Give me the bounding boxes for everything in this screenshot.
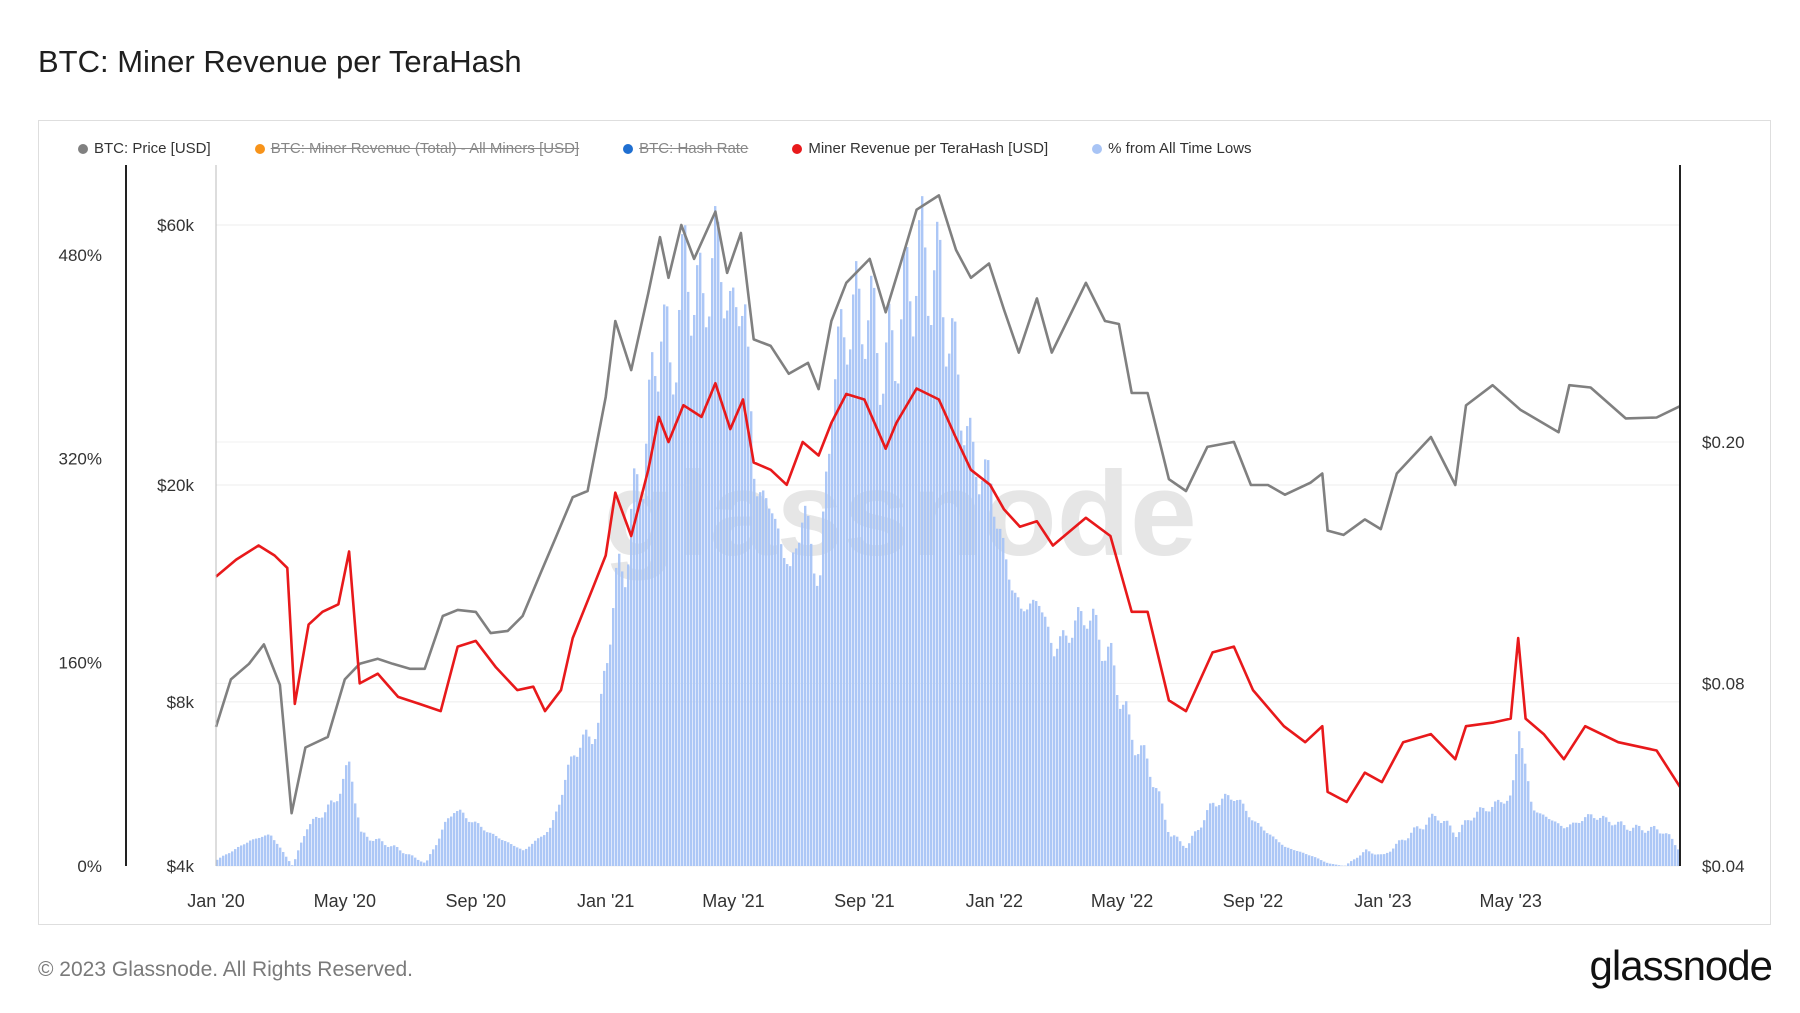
- legend-label: BTC: Hash Rate: [639, 140, 749, 157]
- legend-item[interactable]: BTC: Hash Rate: [623, 140, 748, 157]
- legend-dot-icon: [254, 143, 265, 154]
- chart-card: [38, 120, 1771, 925]
- legend-item[interactable]: BTC: Miner Revenue (Total) - All Miners …: [254, 140, 580, 157]
- legend-label: % from All Time Lows: [1108, 140, 1252, 157]
- legend-dot-icon: [1092, 143, 1103, 154]
- legend-item[interactable]: % from All Time Lows: [1092, 140, 1252, 157]
- legend-label: BTC: Miner Revenue (Total) - All Miners …: [270, 140, 580, 157]
- legend-label: BTC: Price [USD]: [94, 140, 211, 157]
- legend-item[interactable]: Miner Revenue per TeraHash [USD]: [792, 140, 1048, 157]
- legend-item[interactable]: BTC: Price [USD]: [78, 140, 211, 157]
- glassnode-logo: glassnode: [1589, 942, 1773, 989]
- legend: BTC: Price [USD] BTC: Miner Revenue (Tota…: [78, 140, 1252, 157]
- chart-title: BTC: Miner Revenue per TeraHash: [38, 44, 522, 79]
- legend-dot-icon: [792, 143, 803, 154]
- legend-dot-icon: [78, 143, 88, 154]
- copyright-footer: © 2023 Glassnode. All Rights Reserved.: [38, 958, 414, 981]
- legend-label: Miner Revenue per TeraHash [USD]: [808, 140, 1049, 157]
- legend-dot-icon: [623, 143, 634, 154]
